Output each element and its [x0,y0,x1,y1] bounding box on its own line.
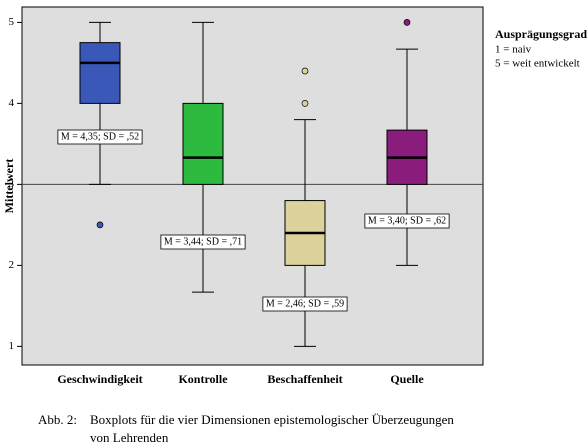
legend-title: Ausprägungsgrad [495,27,587,41]
y-tick-label: 3 [9,178,15,190]
y-tick-label: 5 [9,16,15,28]
annotation-box [262,296,348,312]
annotation-box [160,234,246,250]
caption-label: Abb. 2: [38,412,77,427]
caption-line: Boxplots für die vier Dimensionen episte… [90,412,454,427]
caption-line: von Lehrenden [90,430,169,445]
annotation: M = 4,35; SD = ,52 [61,131,139,142]
annotation-box [57,129,143,145]
box [182,102,224,185]
annotation: M = 3,40; SD = ,62 [368,215,446,226]
annotation-box [364,213,450,229]
box [79,42,121,104]
y-tick-label: 1 [9,340,15,352]
annotation: M = 2,46; SD = ,59 [266,298,344,309]
x-tick-label: Quelle [390,372,424,386]
outlier [96,221,104,229]
y-tick-label: 4 [9,97,15,109]
legend-line: 1 = naiv [495,44,532,56]
x-tick-label: Beschaffenheit [267,372,342,386]
annotation: M = 3,44; SD = ,71 [164,236,242,247]
y-tick-label: 2 [9,259,15,271]
legend-line: 5 = weit entwickelt [495,58,580,70]
x-tick-label: Geschwindigkeit [57,372,142,386]
outlier [301,100,309,107]
outlier [301,67,309,75]
x-tick-label: Kontrolle [178,372,228,386]
y-axis-label: Mittelwert [2,159,16,214]
outlier [403,19,411,26]
